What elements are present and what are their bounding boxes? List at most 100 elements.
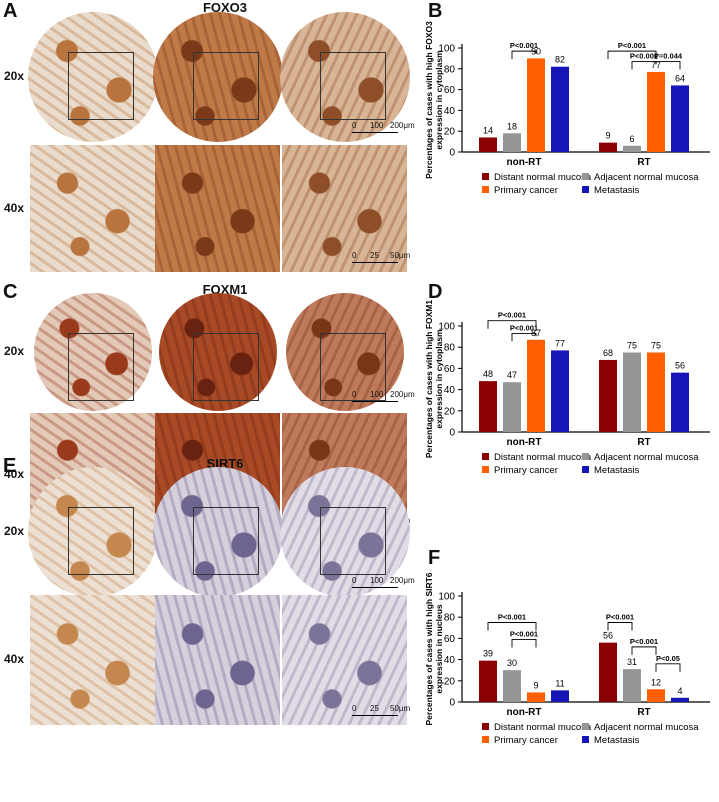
- tissue-core-image: [27, 467, 158, 597]
- y-tick-label: 20: [444, 676, 456, 687]
- legend-swatch: [482, 736, 489, 743]
- tissue-zoom-image: [155, 145, 280, 272]
- p-value-label: P<0.05: [656, 654, 680, 663]
- bar: [671, 697, 689, 702]
- bar: [551, 690, 569, 702]
- p-value-label: P<0.001: [510, 629, 538, 638]
- y-tick-label: 0: [449, 428, 455, 439]
- panel-letter-b: B: [428, 0, 443, 22]
- y-axis-label: Percentages of cases with high FOXO3expr…: [424, 21, 444, 179]
- zoom-region-box: [193, 52, 259, 120]
- data-label: 9: [605, 131, 610, 141]
- y-tick-label: 40: [444, 385, 456, 396]
- zoom-region-box: [320, 52, 386, 120]
- scale-bar-label: 0: [352, 251, 357, 260]
- legend-swatch: [582, 186, 589, 193]
- bar: [503, 133, 521, 152]
- tissue-zoom-image: [282, 145, 407, 272]
- bar: [527, 58, 545, 152]
- scale-bar: 0 25 50μm: [352, 251, 412, 272]
- data-label: 18: [507, 121, 517, 131]
- panel-letter-f: F: [428, 547, 441, 569]
- y-tick-label: 40: [444, 106, 456, 117]
- tissue-core-image: [285, 293, 404, 411]
- x-tick-label: non-RT: [507, 157, 542, 168]
- tissue-zoom-image: [30, 145, 155, 272]
- y-tick-label: 0: [449, 698, 455, 709]
- legend-swatch: [482, 186, 489, 193]
- y-tick-label: 20: [444, 406, 456, 417]
- tissue-core-image: [158, 293, 277, 411]
- tissue-zoom-image: [155, 595, 280, 725]
- p-value-label: P<0.001: [630, 637, 658, 646]
- bar: [599, 642, 617, 702]
- zoom-region-box: [193, 333, 259, 401]
- zoom-region-box: [320, 333, 386, 401]
- data-label: 12: [651, 677, 661, 687]
- y-tick-label: 60: [444, 85, 456, 96]
- y-axis-label: Percentages of cases with high FOXM1expr…: [424, 300, 444, 459]
- tissue-core-image: [33, 293, 152, 411]
- data-label: 39: [483, 649, 493, 659]
- data-label: 14: [483, 125, 493, 135]
- scale-bar: 0 100 200μm: [352, 121, 415, 142]
- legend-label: Metastasis: [594, 735, 640, 746]
- p-value-label: P=0.044: [654, 52, 683, 61]
- panel-title: FOXO3: [202, 0, 248, 15]
- bar: [479, 660, 497, 702]
- legend-swatch: [582, 736, 589, 743]
- legend-swatch: [482, 466, 489, 473]
- legend-label: Distant normal mucosa: [494, 172, 592, 183]
- scale-bar-label: 100: [370, 576, 384, 585]
- bar: [623, 669, 641, 702]
- significance-bracket: [655, 61, 681, 70]
- bar: [647, 352, 665, 432]
- chart-foxo3: Percentages of cases with high FOXO3expr…: [424, 21, 710, 196]
- y-tick-label: 60: [444, 634, 456, 645]
- significance-bracket: [487, 622, 537, 631]
- y-tick-label: 100: [438, 44, 455, 55]
- scale-bar: 0 100 200μm: [352, 576, 415, 597]
- y-tick-label: 80: [444, 343, 456, 354]
- bar: [647, 689, 665, 702]
- data-label: 75: [627, 341, 637, 351]
- legend-swatch: [582, 453, 589, 460]
- zoom-region-box: [68, 333, 134, 401]
- bar: [479, 381, 497, 432]
- bar: [551, 66, 569, 152]
- legend-swatch: [582, 723, 589, 730]
- bar: [599, 142, 617, 152]
- bar: [551, 350, 569, 432]
- y-tick-label: 40: [444, 655, 456, 666]
- significance-bracket: [631, 646, 657, 655]
- data-label: 31: [627, 657, 637, 667]
- legend-label: Distant normal mucosa: [494, 722, 592, 733]
- legend-label: Adjacent normal mucosa: [594, 452, 699, 463]
- p-value-label: P<0.001: [498, 613, 526, 622]
- y-tick-label: 80: [444, 613, 456, 624]
- significance-bracket: [607, 622, 633, 631]
- tissue-core-image: [279, 12, 410, 142]
- x-tick-label: RT: [637, 437, 650, 448]
- significance-bracket: [511, 639, 537, 648]
- tissue-zoom-image: [282, 595, 407, 725]
- scale-bar-label: 0: [352, 390, 357, 399]
- significance-bracket: [511, 50, 537, 60]
- panel-letter-a: A: [3, 0, 18, 22]
- legend-swatch: [482, 453, 489, 460]
- significance-bracket: [655, 663, 681, 672]
- bar: [671, 85, 689, 152]
- data-label: 56: [603, 631, 613, 641]
- y-tick-label: 100: [438, 322, 455, 333]
- chart-foxm1: Percentages of cases with high FOXM1expr…: [424, 300, 710, 476]
- y-tick-label: 60: [444, 364, 456, 375]
- bar: [479, 137, 497, 152]
- legend-swatch: [582, 173, 589, 180]
- significance-bracket: [607, 50, 657, 60]
- scale-bar: 0 100 200μm: [352, 390, 415, 411]
- bar: [599, 359, 617, 432]
- tissue-core-image: [27, 12, 158, 142]
- magnification-20x: 20x: [4, 524, 25, 538]
- data-label: 4: [677, 686, 682, 696]
- magnification-20x: 20x: [4, 344, 25, 358]
